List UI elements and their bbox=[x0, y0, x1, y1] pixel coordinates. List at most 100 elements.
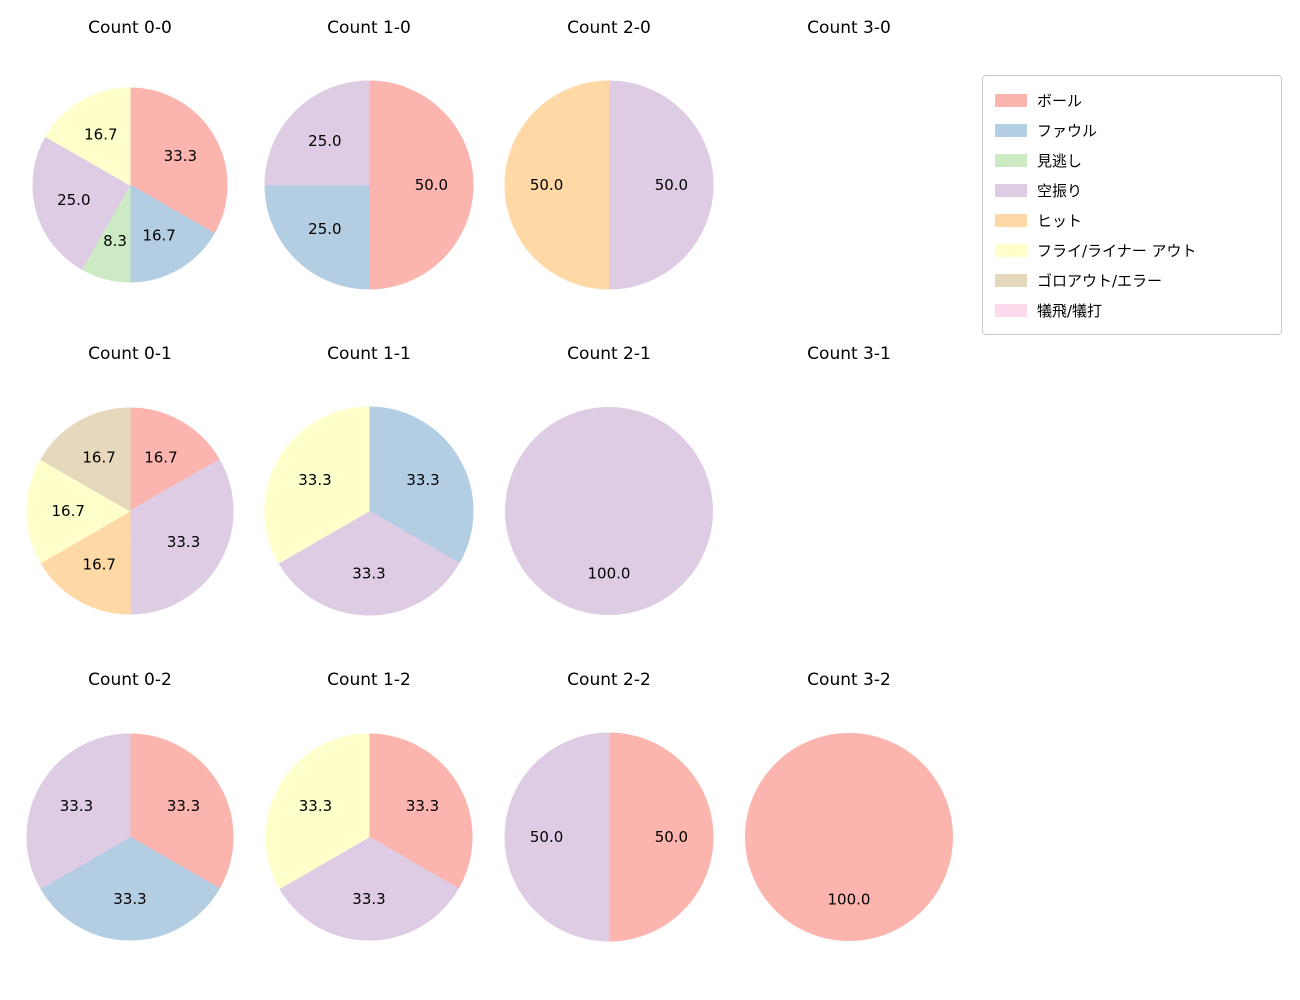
legend-swatch-sacrifice bbox=[995, 303, 1027, 317]
chart-count-3-0: Count 3-0 bbox=[729, 16, 969, 305]
legend-swatch-called-strike bbox=[995, 153, 1027, 167]
legend-swatch-foul bbox=[995, 123, 1027, 137]
pie-slice bbox=[129, 733, 234, 889]
pie-slice bbox=[129, 407, 220, 512]
chart-count-0-2: Count 0-2 33.3 33.3 33.3 bbox=[10, 668, 250, 957]
legend-label: 見逃し bbox=[1037, 151, 1083, 170]
pie-slice-label: 33.3 bbox=[113, 890, 146, 908]
pie-slice-label: 33.3 bbox=[406, 797, 439, 815]
pie-count-1-2: 33.3 33.3 33.3 bbox=[249, 717, 489, 957]
pie-slice-label: 33.3 bbox=[167, 797, 200, 815]
pie-slice-label: 16.7 bbox=[51, 502, 84, 520]
legend-label: フライ/ライナー アウト bbox=[1037, 241, 1197, 260]
pie-slice bbox=[40, 510, 131, 615]
pie-slice-label: 33.3 bbox=[164, 147, 197, 165]
pie-slice-label: 33.3 bbox=[406, 471, 439, 489]
pie-slice bbox=[32, 136, 131, 270]
pie-slice-label: 50.0 bbox=[655, 828, 688, 846]
chart-title: Count 0-0 bbox=[88, 18, 172, 38]
legend-swatch-hit bbox=[995, 213, 1027, 227]
pie-slice bbox=[608, 732, 714, 942]
chart-count-0-1: Count 0-1 16.7 33.3 16.7 16.7 16.7 bbox=[10, 342, 250, 631]
legend-item-ball: ボール bbox=[993, 85, 1271, 115]
pie-slice-label: 25.0 bbox=[308, 220, 341, 238]
pie-slice bbox=[504, 732, 610, 942]
pie-slice-label: 33.3 bbox=[352, 564, 385, 582]
chart-count-2-1: Count 2-1 100.0 bbox=[489, 342, 729, 631]
legend-label: ボール bbox=[1037, 91, 1083, 110]
legend: ボール ファウル 見逃し 空振り ヒット フライ/ライナー アウト ゴロアウト/… bbox=[982, 75, 1282, 335]
pie-slice bbox=[129, 184, 215, 283]
chart-title: Count 2-1 bbox=[567, 344, 651, 364]
pie-slice-label: 50.0 bbox=[655, 176, 688, 194]
pie-slice-label: 50.0 bbox=[530, 828, 563, 846]
pie-slice bbox=[368, 406, 474, 564]
chart-count-1-1: Count 1-1 33.3 33.3 33.3 bbox=[249, 342, 489, 631]
chart-title: Count 3-0 bbox=[807, 18, 891, 38]
pie-slice bbox=[40, 836, 220, 941]
pie-slice bbox=[129, 87, 228, 234]
legend-swatch-ground-out-error bbox=[995, 273, 1027, 287]
legend-item-called-strike: 見逃し bbox=[993, 145, 1271, 175]
pie-slice-label: 33.3 bbox=[299, 797, 332, 815]
pie-count-1-1: 33.3 33.3 33.3 bbox=[249, 391, 489, 631]
chart-title: Count 0-2 bbox=[88, 670, 172, 690]
pie-slice-label: 33.3 bbox=[167, 533, 200, 551]
legend-label: 犠飛/犠打 bbox=[1037, 301, 1103, 320]
chart-title: Count 1-0 bbox=[327, 18, 411, 38]
pie-count-0-1: 16.7 33.3 16.7 16.7 16.7 bbox=[10, 391, 250, 631]
pie-slice-label: 8.3 bbox=[103, 232, 127, 250]
pie-slice bbox=[368, 80, 474, 290]
legend-label: ファウル bbox=[1037, 121, 1098, 140]
legend-label: ゴロアウト/エラー bbox=[1037, 271, 1163, 290]
chart-title: Count 2-0 bbox=[567, 18, 651, 38]
pie-slice bbox=[264, 406, 370, 564]
pie-slice-label: 25.0 bbox=[308, 132, 341, 150]
pie-slice-label: 50.0 bbox=[415, 176, 448, 194]
chart-count-3-1: Count 3-1 bbox=[729, 342, 969, 631]
pie-count-2-1: 100.0 bbox=[489, 391, 729, 631]
pie-slice bbox=[45, 87, 131, 186]
chart-title: Count 2-2 bbox=[567, 670, 651, 690]
pie-slice bbox=[608, 80, 714, 290]
pie-count-3-0 bbox=[729, 65, 969, 305]
pie-slice-label: 16.7 bbox=[83, 556, 116, 574]
pie-slice bbox=[745, 733, 953, 941]
pie-slice bbox=[26, 733, 131, 889]
legend-swatch-ball bbox=[995, 93, 1027, 107]
pie-slice bbox=[368, 733, 473, 889]
pie-slice bbox=[279, 836, 459, 941]
chart-count-2-2: Count 2-2 50.0 50.0 bbox=[489, 668, 729, 957]
pie-slice-label: 16.7 bbox=[142, 226, 175, 244]
pie-slice bbox=[264, 184, 370, 290]
pie-count-3-2: 100.0 bbox=[729, 717, 969, 957]
pie-slice bbox=[40, 407, 131, 512]
pie-slice-label: 33.3 bbox=[352, 890, 385, 908]
pie-slice-label: 16.7 bbox=[84, 126, 117, 144]
legend-item-swinging-strike: 空振り bbox=[993, 175, 1271, 205]
chart-title: Count 3-1 bbox=[807, 344, 891, 364]
pie-slice bbox=[265, 733, 370, 889]
pie-count-0-2: 33.3 33.3 33.3 bbox=[10, 717, 250, 957]
pie-slice bbox=[504, 80, 610, 290]
legend-swatch-swinging-strike bbox=[995, 183, 1027, 197]
legend-item-foul: ファウル bbox=[993, 115, 1271, 145]
pie-slice bbox=[264, 80, 370, 186]
legend-swatch-fly-liner-out bbox=[995, 243, 1027, 257]
legend-item-sacrifice: 犠飛/犠打 bbox=[993, 295, 1271, 325]
pie-slice-label: 33.3 bbox=[60, 797, 93, 815]
pie-count-2-0: 50.0 50.0 bbox=[489, 65, 729, 305]
pie-slice bbox=[26, 459, 131, 564]
pie-slice-label: 100.0 bbox=[828, 890, 871, 908]
legend-item-hit: ヒット bbox=[993, 205, 1271, 235]
chart-count-3-2: Count 3-2 100.0 bbox=[729, 668, 969, 957]
legend-item-ground-out-error: ゴロアウト/エラー bbox=[993, 265, 1271, 295]
pie-slice-label: 16.7 bbox=[82, 449, 115, 467]
chart-title: Count 0-1 bbox=[88, 344, 172, 364]
pie-slice-label: 100.0 bbox=[588, 564, 631, 582]
pie-count-3-1 bbox=[729, 391, 969, 631]
pie-slice-label: 33.3 bbox=[298, 471, 331, 489]
chart-count-0-0: Count 0-0 33.3 16.7 8.3 25.0 16.7 bbox=[10, 16, 250, 305]
chart-count-1-0: Count 1-0 50.0 25.0 25.0 bbox=[249, 16, 489, 305]
